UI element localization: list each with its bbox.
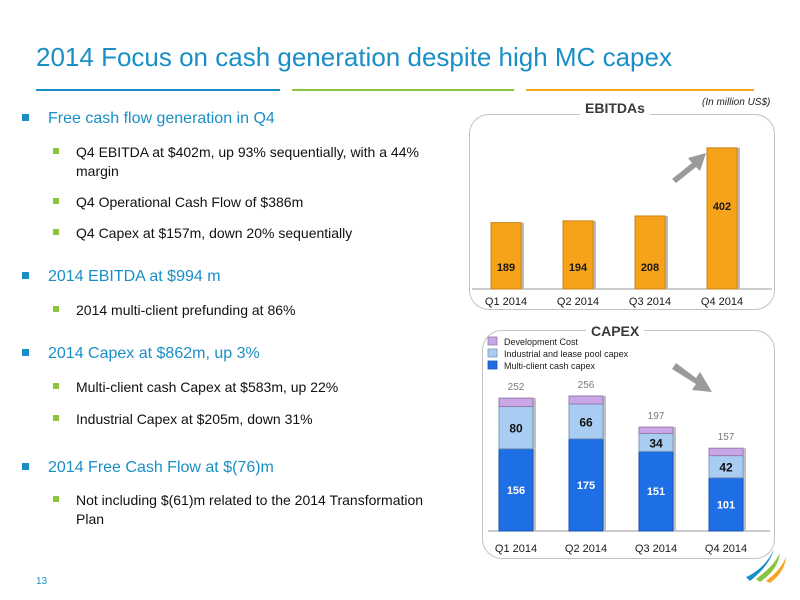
sub-bullet-text: Not including $(61)m related to the 2014…: [76, 492, 424, 527]
sub-bullet-text: Q4 Operational Cash Flow of $386m: [76, 194, 304, 210]
bullet-marker: [22, 114, 29, 121]
company-logo-icon: [746, 549, 786, 583]
sub-bullet-marker: [53, 496, 59, 502]
page-number: 13: [36, 576, 48, 587]
sub-bullet-text: Multi-client cash Capex at $583m, up 22%: [76, 379, 339, 395]
capex-chart-panel: [482, 330, 775, 559]
sub-bullet-text: Q4 Capex at $157m, down 20% sequentially: [76, 225, 353, 241]
bullet-marker: [22, 349, 29, 356]
ebitda-chart-panel: [469, 114, 775, 310]
sub-bullet-marker: [53, 148, 59, 154]
bullet-text: 2014 Capex at $862m, up 3%: [48, 345, 260, 362]
bullet-marker: [22, 463, 29, 470]
title-rule-blue: [36, 89, 280, 91]
sub-bullet-marker: [53, 198, 59, 204]
sub-bullet-text: Industrial Capex at $205m, down 31%: [76, 411, 313, 427]
sub-bullet-marker: [53, 306, 59, 312]
sub-bullet-marker: [53, 415, 59, 421]
bullet-text: 2014 Free Cash Flow at $(76)m: [48, 459, 274, 476]
sub-bullet-marker: [53, 383, 59, 389]
bullet-marker: [22, 272, 29, 279]
sub-bullet-text: 2014 multi-client prefunding at 86%: [76, 302, 296, 318]
bullet-text: 2014 EBITDA at $994 m: [48, 268, 221, 285]
title-rule-orange: [526, 89, 754, 91]
title-rule-green: [292, 89, 514, 91]
ebitda-chart-title: EBITDAs: [580, 100, 650, 116]
sub-bullet-marker: [53, 229, 59, 235]
sub-bullet-text: Q4 EBITDA at $402m, up 93% sequentially,…: [76, 144, 419, 179]
unit-note: (In million US$): [702, 97, 771, 108]
slide-title: 2014 Focus on cash generation despite hi…: [36, 42, 672, 72]
capex-chart-title: CAPEX: [586, 323, 645, 339]
bullet-text: Free cash flow generation in Q4: [48, 110, 275, 127]
